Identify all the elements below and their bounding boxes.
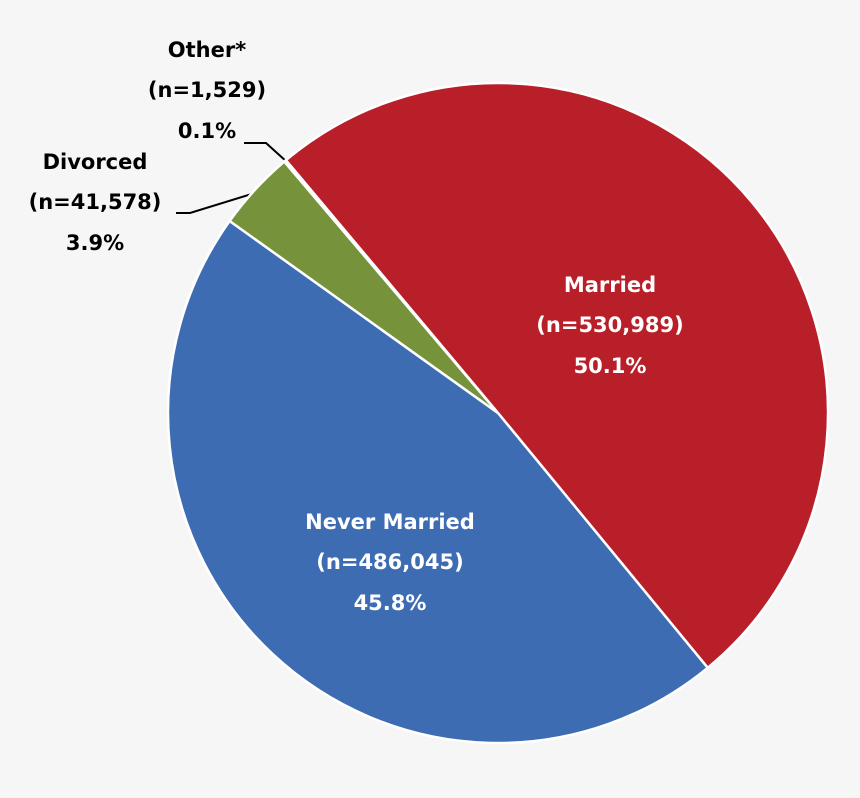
slice-label: Divorced (43, 150, 148, 174)
leader-line (176, 192, 256, 214)
slice-label: Other* (168, 38, 246, 62)
value-label: 3.9% (66, 231, 124, 255)
value-label: 50.1% (574, 354, 647, 378)
count-label: (n=1,529) (148, 78, 266, 102)
pie-slice (282, 158, 499, 414)
value-label: 0.1% (178, 119, 236, 143)
slice-label: Never Married (305, 510, 475, 534)
slice-label: Married (564, 273, 656, 297)
count-label: (n=486,045) (316, 550, 463, 574)
count-label: (n=530,989) (536, 313, 683, 337)
leader-line (244, 142, 288, 163)
pie-slice (166, 219, 710, 745)
count-label: (n=41,578) (29, 190, 162, 214)
pie-slice (284, 81, 830, 670)
value-label: 45.8% (354, 591, 427, 615)
